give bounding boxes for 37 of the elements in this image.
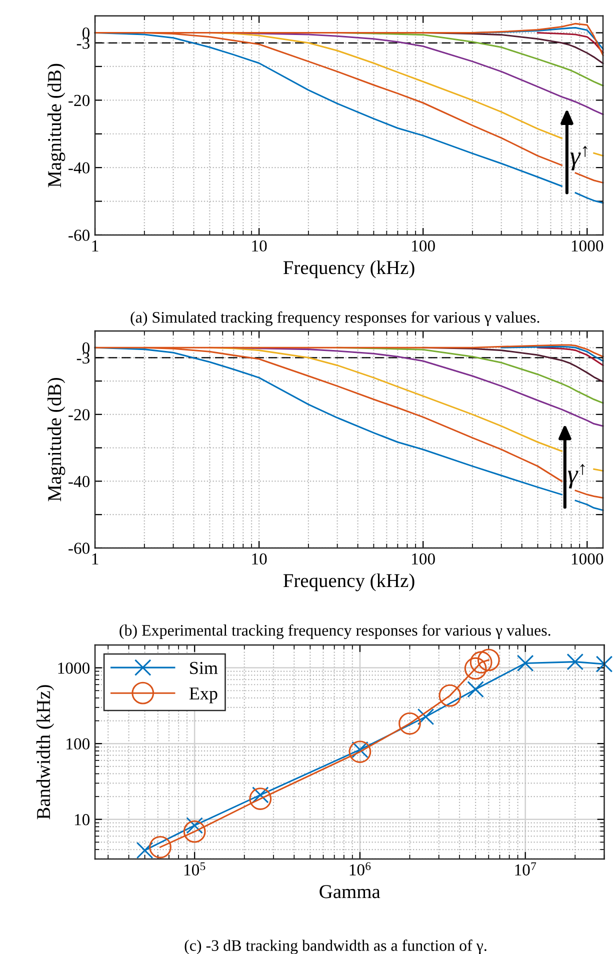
y-tick-label: 10 xyxy=(74,814,90,826)
y-axis-title: Magnitude (dB) xyxy=(47,64,66,188)
x-tick-label: 1 xyxy=(92,240,98,252)
x-axis-title: Frequency (kHz) xyxy=(283,260,414,278)
x-tick-label: 1000 xyxy=(572,553,604,565)
y-tick-label: -3 xyxy=(76,352,90,364)
text: (b) Experimental tracking frequency responses for various γ values. xyxy=(120,624,550,640)
x-axis-title: Gamma xyxy=(320,885,380,898)
y-tick-label: -3 xyxy=(76,38,90,49)
text: (c) -3 dB tracking bandwidth as a function of γ. xyxy=(184,940,486,954)
x-tick-label: 10 xyxy=(252,240,267,252)
y-axis-title: Bandwidth (kHz) xyxy=(36,685,54,820)
annotation: γ$^{↑}$ xyxy=(568,464,585,488)
x-tick-label: 10 xyxy=(252,553,267,565)
x-tick-label: 10$^{6}$ xyxy=(350,862,371,876)
legend-label: Sim xyxy=(190,662,218,674)
y-tick-label: -60 xyxy=(68,230,90,241)
y-tick-label: 0 xyxy=(82,27,90,39)
y-tick-label: -20 xyxy=(68,409,90,420)
x-tick-label: 1000 xyxy=(572,240,604,252)
x-tick-label: 10$^{5}$ xyxy=(184,862,206,876)
y-tick-label: 100 xyxy=(66,738,90,750)
x-tick-label: 1 xyxy=(92,553,98,564)
x-axis-title: Frequency (kHz) xyxy=(283,574,414,592)
x-tick-label: 100 xyxy=(412,553,435,565)
x-tick-label: 100 xyxy=(412,240,435,252)
y-tick-label: -40 xyxy=(68,476,90,488)
y-tick-label: -40 xyxy=(68,162,90,174)
y-tick-label: 1000 xyxy=(58,662,90,674)
y-tick-label: -20 xyxy=(68,94,90,106)
y-tick-label: 0 xyxy=(82,342,90,354)
text: (a) Simulated tracking frequency responses for various γ values. xyxy=(130,311,540,326)
y-tick-label: -60 xyxy=(68,542,90,554)
annotation: γ$^{↑}$ xyxy=(570,146,588,170)
legend-label: Exp xyxy=(189,688,218,704)
y-axis-title: Magnitude (dB) xyxy=(47,378,66,502)
x-tick-label: 10$^{7}$ xyxy=(515,862,536,876)
